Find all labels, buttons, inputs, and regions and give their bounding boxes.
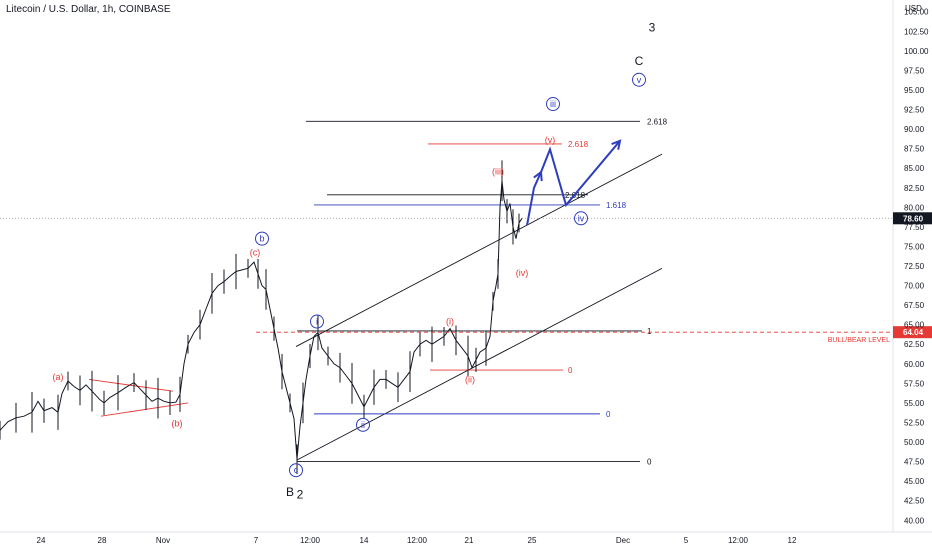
price-tick-label: 100.00 [904,47,929,56]
current-price-value: 78.60 [903,214,924,223]
price-tick-label: 70.00 [904,282,925,291]
price-tick-label: 72.50 [904,262,925,271]
price-tick-label: 57.50 [904,379,925,388]
current-price-line: 78.60 [0,212,932,225]
wave-label: (v) [545,135,556,145]
time-tick-label: 12:00 [728,536,749,545]
fib-label: 1.618 [606,201,627,210]
wave-label: (a) [53,372,64,382]
wave-label-circle [255,231,269,246]
wave-labels: (a)(b)(c)bcB 2iii(i)(ii)(iii)(iv)(v)iiiiv… [53,20,656,501]
wave-label-circle [356,417,370,432]
current-price-tag [893,212,932,225]
wave-label: (iii) [492,166,504,176]
price-tick-label: 40.00 [904,516,925,525]
price-tick-label: 60.00 [904,360,925,369]
wave-label: 3 [649,20,656,34]
fib-label: 0 [647,458,652,467]
time-tick-label: 7 [254,536,259,545]
bull-bear-tag [893,326,932,339]
axis-frame [0,0,932,533]
wave-label-circle [632,72,646,87]
wave-label: C [635,54,644,68]
projection-arrowhead [611,139,622,150]
price-tick-label: 62.50 [904,340,925,349]
projection-arrowhead [533,170,543,182]
bull-bear-level: 64.04 BULL/BEAR LEVEL [256,326,932,344]
price-tick-label: 47.50 [904,458,925,467]
wave-label: i [316,317,318,327]
time-tick-label: 14 [360,536,369,545]
price-tick-label: 55.00 [904,399,925,408]
time-tick-label: 12 [788,536,797,545]
fib-label: 2.618 [568,140,589,149]
wave-label: 2 [297,487,304,501]
triangle-pattern [88,378,189,417]
wave-label: (iv) [516,268,529,278]
bull-bear-label: BULL/BEAR LEVEL [828,337,890,344]
fib-label: 0 [568,366,573,375]
time-tick-label: 12:00 [300,536,321,545]
triangle-line [88,378,174,392]
wave-label: (ii) [465,374,475,384]
price-tick-label: 52.50 [904,418,925,427]
time-tick-label: 24 [37,536,46,545]
price-line [0,180,523,460]
time-tick-label: Dec [616,536,630,545]
price-tick-label: 65.00 [904,321,925,330]
time-tick-label: 21 [465,536,474,545]
fib-label: 1 [647,327,652,336]
price-tick-label: 92.50 [904,106,925,115]
time-tick-label: Nov [156,536,170,545]
wave-label: (b) [172,418,183,428]
price-tick-label: 45.00 [904,477,925,486]
bull-bear-value: 64.04 [903,328,924,337]
time-tick-label: 5 [684,536,689,545]
wave-label-circle [574,211,588,226]
triangle-line [100,402,189,417]
time-tick-label: 12:00 [407,536,428,545]
channel-line [295,153,663,347]
time-tick-label: 25 [528,536,537,545]
currency-label: USD [905,4,922,13]
price-tick-label: 77.50 [904,223,925,232]
fib-label: 2.618 [647,117,668,126]
time-tick-label: 28 [98,536,107,545]
price-tick-label: 67.50 [904,301,925,310]
price-tick-label: 85.00 [904,164,925,173]
price-tick-label: 82.50 [904,184,925,193]
price-tick-label: 87.50 [904,145,925,154]
price-tick-label: 50.00 [904,438,925,447]
price-tick-label: 97.50 [904,66,925,75]
wave-label: v [637,75,642,85]
wave-label: c [294,465,299,475]
wave-label: (i) [446,317,454,327]
projection-path [526,139,622,226]
wave-label: iii [550,99,556,109]
price-series [0,160,523,475]
chart-title: Litecoin / U.S. Dollar, 1h, COINBASE [6,4,171,15]
fib-label: 0 [606,410,611,419]
price-tick-label: 90.00 [904,125,925,134]
wave-label: iv [578,213,585,223]
projection-line [526,140,621,226]
wave-label-circle [310,314,324,329]
price-tick-label: 95.00 [904,86,925,95]
wave-label-circle [546,97,560,112]
price-axis[interactable]: USD 105.00 102.50 100.00 97.50 95.00 92.50 90.… [904,4,929,525]
wave-label: B [286,485,294,499]
price-tick-label: 42.50 [904,497,925,506]
price-tick-label: 102.50 [904,27,929,36]
wave-label-circle [289,463,303,478]
wave-label: ii [361,420,365,430]
price-tick-label: 105.00 [904,8,929,17]
price-tick-label: 75.00 [904,242,925,251]
price-tick-label: 80.00 [904,203,925,212]
wave-label: b [259,234,264,244]
wave-label: (c) [250,248,261,258]
time-axis[interactable]: 24 28 Nov 7 12:00 14 12:00 21 25 Dec 5 12:00 12 [37,536,797,545]
